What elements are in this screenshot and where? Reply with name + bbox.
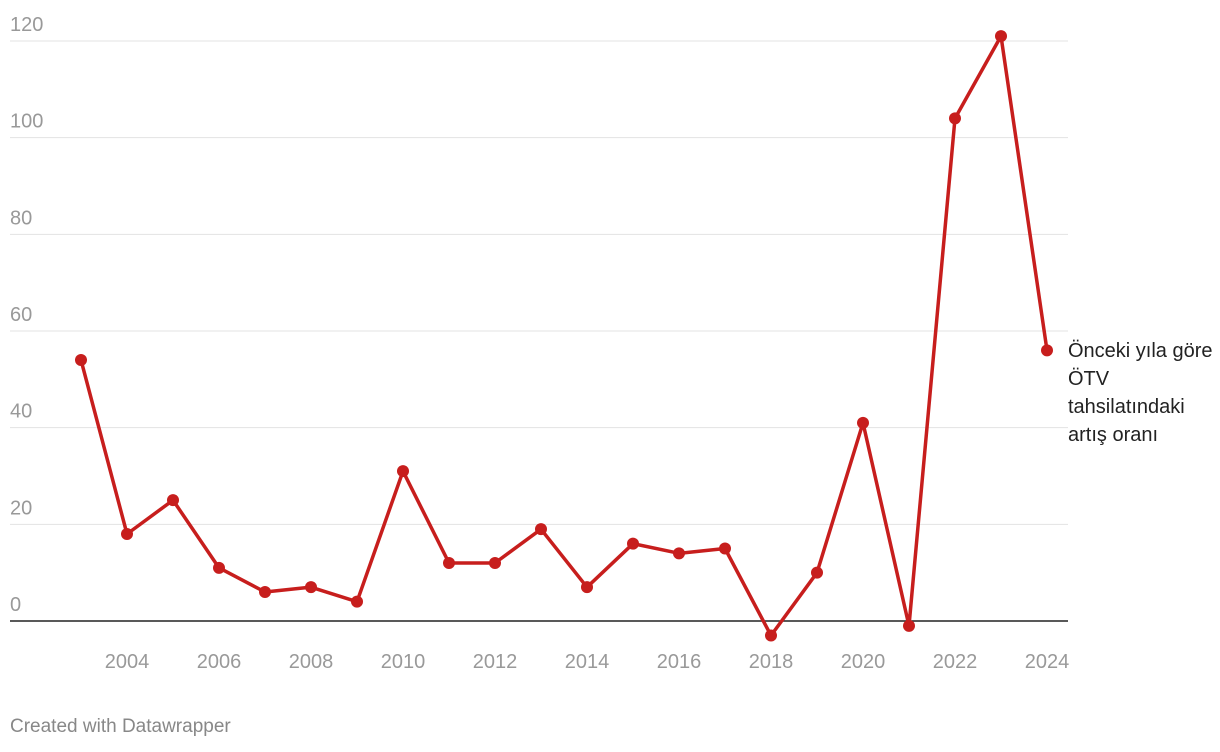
point bbox=[489, 557, 501, 569]
point bbox=[167, 494, 179, 507]
point bbox=[75, 354, 87, 366]
x-tick-label: 2004 bbox=[105, 651, 150, 673]
y-tick-label: 100 bbox=[10, 111, 43, 133]
x-tick-label: 2024 bbox=[1025, 651, 1070, 673]
line bbox=[79, 34, 1049, 638]
point bbox=[121, 528, 133, 540]
x-tick-label: 2022 bbox=[933, 651, 978, 673]
x-tick-label: 2020 bbox=[841, 651, 886, 673]
y-tick-label: 80 bbox=[10, 207, 32, 229]
point bbox=[397, 465, 409, 478]
y-tick-label: 60 bbox=[10, 304, 32, 326]
point bbox=[673, 547, 685, 560]
point bbox=[581, 581, 593, 594]
point bbox=[765, 629, 777, 642]
x-tick-label: 2010 bbox=[381, 651, 426, 673]
x-tick-label: 2014 bbox=[565, 651, 610, 673]
point bbox=[857, 416, 869, 429]
point bbox=[1041, 344, 1053, 357]
point bbox=[949, 112, 961, 125]
point bbox=[535, 523, 547, 536]
point bbox=[903, 619, 915, 632]
x-tick-label: 2006 bbox=[197, 651, 242, 673]
x-tick-label: 2008 bbox=[289, 651, 334, 673]
series-label: Önceki yıla göre ÖTV tahsilatındaki artı… bbox=[1068, 340, 1213, 446]
footer: Created with Datawrapper bbox=[10, 716, 231, 737]
x-tick-label: 2018 bbox=[749, 651, 794, 673]
y-tick-label: 0 bbox=[10, 594, 21, 616]
point bbox=[351, 595, 363, 608]
y-tick-label: 20 bbox=[10, 497, 32, 519]
point bbox=[719, 542, 731, 555]
x-tick-label: 2016 bbox=[657, 651, 702, 673]
x-tick-label: 2012 bbox=[473, 651, 518, 673]
point bbox=[627, 537, 639, 550]
point bbox=[213, 561, 225, 574]
point bbox=[811, 566, 823, 579]
point bbox=[995, 30, 1007, 43]
point bbox=[305, 581, 317, 594]
point bbox=[443, 557, 455, 569]
point bbox=[259, 586, 271, 598]
y-tick-label: 120 bbox=[10, 14, 43, 36]
y-tick-label: 40 bbox=[10, 401, 32, 423]
